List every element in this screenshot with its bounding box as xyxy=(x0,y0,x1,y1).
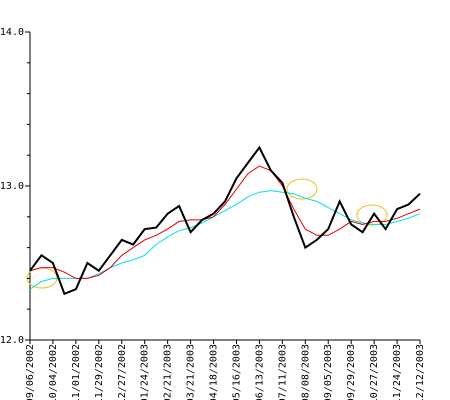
x-tick-label: 07/11/2003 xyxy=(277,344,288,400)
y-tick-label: 13.0 xyxy=(0,181,24,192)
x-tick-label: 11/01/2002 xyxy=(71,344,82,400)
x-tick-label: 09/06/2002 xyxy=(25,344,36,400)
x-tick-label: 08/08/2003 xyxy=(300,344,311,400)
x-tick-label: 10/27/2003 xyxy=(369,344,380,400)
crossover-marker xyxy=(286,178,318,200)
series-line xyxy=(29,145,421,296)
x-tick-label: 01/24/2003 xyxy=(140,344,151,400)
x-tick-label: 06/13/2003 xyxy=(254,344,265,400)
x-tick-label: 09/05/2003 xyxy=(323,344,334,400)
x-tick-label: 11/24/2003 xyxy=(392,344,403,400)
x-tick-label: 11/29/2002 xyxy=(94,344,105,400)
x-tick-label: 05/16/2003 xyxy=(231,344,242,400)
x-tick-label: 04/18/2003 xyxy=(209,344,220,400)
x-tick-label: 10/04/2002 xyxy=(48,344,59,400)
crossover-marker xyxy=(356,204,388,226)
series-line xyxy=(29,190,421,290)
x-tick-label: 12/12/2003 xyxy=(415,344,426,400)
y-tick-label: 14.0 xyxy=(0,27,24,38)
x-tick-label: 03/21/2003 xyxy=(186,344,197,400)
series-line xyxy=(29,165,421,279)
x-tick-label: 12/27/2002 xyxy=(117,344,128,400)
x-tick-label: 02/21/2003 xyxy=(163,344,174,400)
x-tick-label: 09/29/2003 xyxy=(346,344,357,400)
y-tick-label: 12.0 xyxy=(0,335,24,346)
